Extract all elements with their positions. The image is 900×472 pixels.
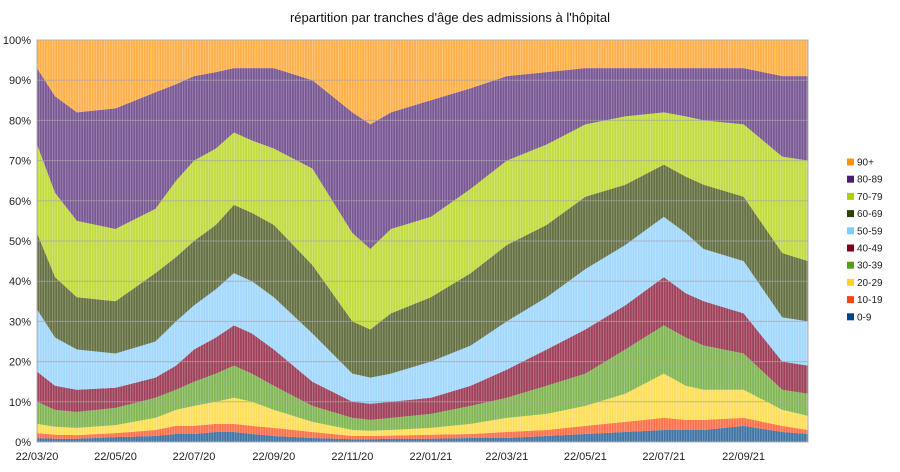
x-tick-label: 22/05/21 [564, 451, 607, 463]
y-tick-label: 50% [9, 236, 31, 248]
legend-item: 40-49 [847, 244, 883, 255]
x-tick-label: 22/05/20 [94, 451, 137, 463]
legend-swatch [847, 244, 854, 252]
y-tick-label: 0% [15, 437, 31, 449]
legend-item: 90+ [847, 158, 874, 169]
legend-item: 80-89 [847, 175, 883, 186]
legend-label: 20-29 [857, 278, 883, 289]
y-tick-label: 100% [3, 35, 31, 47]
y-tick-label: 70% [9, 156, 31, 168]
x-axis: 22/03/20 22/05/20 22/07/20 22/09/20 22/11/20… [16, 451, 765, 463]
y-tick-label: 80% [9, 115, 31, 127]
legend-label: 40-49 [857, 244, 883, 255]
legend-swatch [847, 158, 854, 166]
legend-swatch [847, 296, 854, 304]
legend-label: 80-89 [857, 175, 883, 186]
y-tick-label: 10% [9, 397, 31, 409]
legend-label: 50-59 [857, 226, 883, 237]
legend: 90+ 80-89 70-79 60-69 50-59 40-49 30-39 20-29 10… [847, 158, 883, 323]
legend-label: 30-39 [857, 261, 883, 272]
legend-swatch [847, 227, 854, 235]
y-tick-label: 60% [9, 196, 31, 208]
x-tick-label: 22/03/20 [16, 451, 59, 463]
legend-item: 50-59 [847, 226, 883, 237]
plot-frame [36, 39, 809, 443]
x-tick-label: 22/07/20 [173, 451, 216, 463]
legend-item: 30-39 [847, 261, 883, 272]
legend-item: 70-79 [847, 192, 883, 203]
legend-label: 10-19 [857, 295, 883, 306]
x-tick-label: 22/09/20 [252, 451, 295, 463]
legend-item: 10-19 [847, 295, 883, 306]
legend-label: 0-9 [857, 312, 872, 323]
x-tick-label: 22/07/21 [642, 451, 685, 463]
legend-label: 60-69 [857, 209, 883, 220]
chart-title: répartition par tranches d'âge des admis… [290, 10, 610, 25]
y-tick-label: 40% [9, 276, 31, 288]
x-tick-label: 22/11/20 [331, 451, 373, 463]
legend-label: 70-79 [857, 192, 883, 203]
legend-item: 20-29 [847, 278, 883, 289]
legend-item: 0-9 [847, 312, 872, 323]
y-tick-label: 30% [9, 316, 31, 328]
x-tick-label: 22/01/21 [409, 451, 452, 463]
y-axis: 0% 10% 20% 30% 40% 50% 60% 70% 80% 90% 100% [3, 35, 31, 449]
legend-swatch [847, 313, 854, 321]
y-tick-label: 90% [9, 75, 31, 87]
legend-swatch [847, 261, 854, 269]
x-tick-label: 22/03/21 [485, 451, 528, 463]
legend-swatch [847, 175, 854, 183]
legend-label: 90+ [857, 158, 874, 169]
x-tick-label: 22/09/21 [722, 451, 765, 463]
legend-swatch [847, 278, 854, 286]
legend-item: 60-69 [847, 209, 883, 220]
legend-swatch [847, 192, 854, 200]
y-tick-label: 20% [9, 357, 31, 369]
legend-swatch [847, 210, 854, 218]
